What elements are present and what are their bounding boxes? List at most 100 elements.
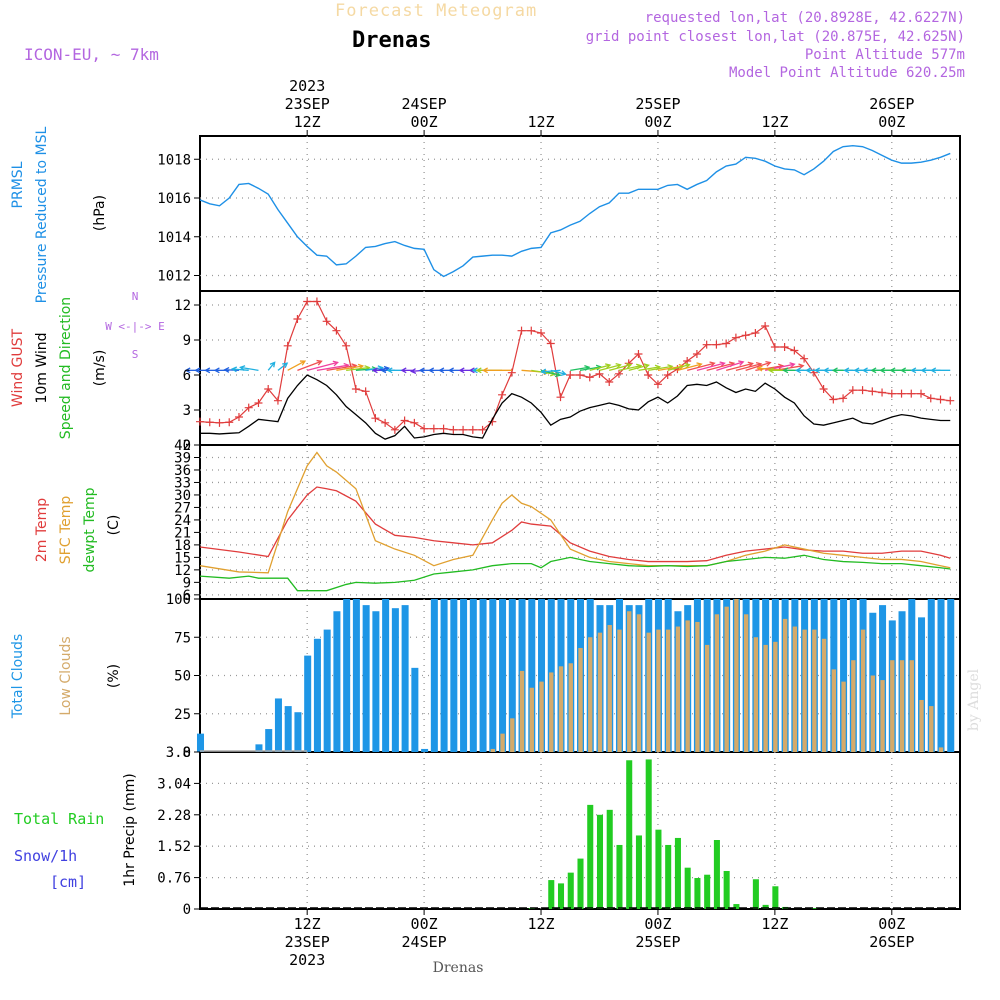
gust-marker (644, 371, 653, 379)
total-cloud-bar (362, 605, 370, 752)
y-tick-label: 42 (174, 438, 191, 454)
rain-bar (665, 844, 672, 909)
y-tick-label: 1014 (157, 230, 191, 246)
label-percent: (%) (106, 664, 122, 688)
precip-labels: Total Rain Snow/1h [cm] 1hr Precip (mm) (14, 773, 138, 891)
gust-marker (303, 297, 312, 306)
wind-arrow-head (554, 371, 562, 378)
low-cloud-bar (899, 660, 905, 752)
top-time-label: 24SEP (402, 95, 447, 113)
wind-arrow-head (438, 367, 445, 374)
wind-arrow (687, 362, 715, 371)
top-time-label: 2023 (289, 77, 325, 95)
rain-bar (567, 872, 574, 909)
wind-arrow-head (643, 363, 650, 370)
gust-marker (478, 425, 487, 434)
y-tick-label: 0 (183, 745, 191, 761)
gust-marker (663, 371, 672, 379)
wind-speed-line (200, 374, 951, 440)
gust-marker (868, 387, 877, 396)
gust-marker (605, 378, 614, 386)
low-cloud-bar (763, 644, 768, 752)
label-prmsl: PRMSL (10, 161, 26, 208)
gust-marker (634, 350, 643, 358)
wind-arrow-head (468, 367, 475, 374)
total-cloud-bar (489, 599, 497, 752)
low-cloud-bar (714, 614, 720, 752)
label-speed-direction: Speed and Direction (58, 297, 74, 439)
y-tick-label: 1.52 (157, 839, 191, 855)
wind-arrow-head (889, 367, 896, 374)
gust-marker (770, 343, 779, 351)
wind-labels: Wind GUST 10m Wind Speed and Direction (… (10, 290, 165, 439)
total-cloud-bar (372, 611, 380, 752)
label-10m-wind: 10m Wind (34, 332, 50, 403)
bottom-time-label: 12Z (761, 915, 788, 933)
top-time-label: 12Z (761, 113, 788, 131)
total-cloud-bar (382, 599, 390, 752)
wind-arrow-head (765, 360, 772, 367)
wind-arrow-head (418, 367, 425, 374)
forecast-title: Forecast Meteogram (335, 1, 537, 21)
rain-bar (723, 870, 730, 909)
credit-watermark: by Angel (966, 668, 982, 731)
rain-bar (772, 886, 779, 909)
wind-arrow (609, 364, 632, 371)
total-cloud-bar (421, 748, 429, 752)
low-cloud-bar (792, 626, 798, 752)
low-cloud-bar (510, 718, 515, 752)
bottom-time-label: 2023 (289, 951, 325, 969)
wind-arrow-head (853, 367, 860, 374)
gust-marker (429, 424, 438, 433)
low-cloud-bar (636, 614, 642, 752)
wind-arrow (297, 360, 322, 371)
model-label: ICON-EU, ~ 7km (24, 45, 159, 64)
wind-arrow (716, 361, 744, 371)
wind-arrow-head (458, 367, 465, 374)
rain-bar (655, 829, 662, 909)
total-cloud-bar (918, 617, 926, 752)
low-cloud-bar (704, 644, 710, 752)
wind-arrow (628, 364, 649, 371)
y-tick-label: 0 (183, 902, 191, 918)
low-cloud-bar (880, 680, 885, 752)
gust-marker (946, 396, 955, 405)
wind-arrow-head (410, 368, 417, 374)
top-time-label: 23SEP (285, 95, 330, 113)
label-total-rain: Total Rain (14, 810, 104, 828)
gust-marker (653, 380, 662, 389)
low-cloud-bar (656, 629, 661, 752)
wind-arrow-head (332, 360, 339, 367)
wind-arrow-head (794, 367, 801, 374)
wind-arrow-head (223, 366, 230, 373)
gust-marker (390, 425, 399, 434)
wind-arrow (696, 362, 725, 371)
gust-marker (449, 425, 458, 434)
gust-marker (254, 399, 263, 407)
tick-layer: 1012101410161018036912691215182124273033… (157, 77, 914, 969)
rain-bar (733, 904, 740, 909)
gust-marker (566, 371, 575, 379)
compass-we: W <-|-> E (105, 320, 165, 333)
total-cloud-bar (274, 698, 282, 752)
label-low-clouds: Low Clouds (58, 636, 74, 715)
label-wind-gust: Wind GUST (10, 328, 26, 407)
wind-arrow-head (798, 363, 805, 370)
gust-marker (517, 326, 526, 335)
wind-arrow-head (380, 367, 387, 374)
rain-bar (694, 878, 701, 909)
temp-labels: 2m Temp SFC Temp dewpt Temp (C) (34, 487, 122, 572)
wind-arrow-head (475, 367, 482, 374)
wind-arrow-head (910, 367, 917, 374)
low-cloud-bar (890, 660, 895, 752)
compass-n: N (132, 290, 139, 303)
total-cloud-bar (927, 599, 935, 752)
low-cloud-bar (549, 672, 554, 752)
total-cloud-bar (538, 599, 546, 752)
wind-arrow (677, 363, 702, 371)
y-tick-label: 75 (174, 630, 191, 646)
gust-marker (332, 326, 341, 335)
gust-marker (595, 369, 604, 378)
y-tick-label: 0 (183, 438, 191, 454)
total-cloud-bar (196, 733, 205, 752)
